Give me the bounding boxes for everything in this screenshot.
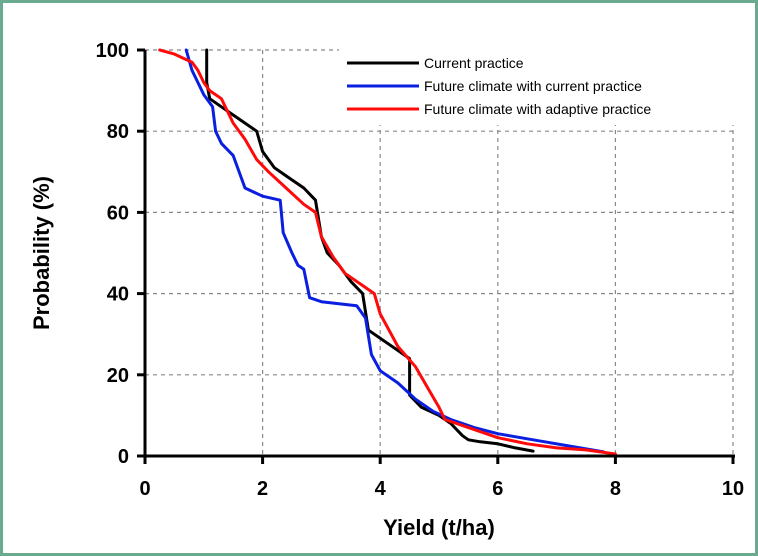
x-tick-label-10: 10 <box>722 478 744 500</box>
series-line-1 <box>205 48 535 453</box>
axes <box>137 48 735 464</box>
y-axis-title: Probability (%) <box>29 176 54 330</box>
x-tick-label-2: 2 <box>257 478 268 500</box>
x-tick-label-6: 6 <box>492 478 503 500</box>
x-axis-title: Yield (t/ha) <box>383 515 495 540</box>
yield-probability-chart: 0 2 4 6 8 10 0 20 40 60 80 100 Yield (t/ha) Probab… <box>29 40 744 540</box>
x-tick-label-0: 0 <box>139 478 150 500</box>
y-tick-label-40: 40 <box>107 284 129 306</box>
series-lines <box>158 48 617 456</box>
x-tick-labels: 0 2 4 6 8 10 <box>139 478 744 500</box>
legend-label-2: Future climate with current practice <box>424 78 642 94</box>
y-tick-label-100: 100 <box>96 40 129 62</box>
legend-label-3: Future climate with adaptive practice <box>424 101 651 117</box>
series-line-2 <box>184 48 606 454</box>
legend: Current practice Future climate with curr… <box>339 47 743 125</box>
legend-label-1: Current practice <box>424 55 524 71</box>
y-tick-label-60: 60 <box>107 202 129 224</box>
x-tick-label-8: 8 <box>610 478 621 500</box>
y-tick-labels: 0 20 40 60 80 100 <box>96 40 129 468</box>
y-tick-label-20: 20 <box>107 365 129 387</box>
x-tick-label-4: 4 <box>375 478 387 500</box>
y-tick-label-80: 80 <box>107 121 129 143</box>
series-line-3 <box>158 48 617 456</box>
y-tick-label-0: 0 <box>118 446 129 468</box>
